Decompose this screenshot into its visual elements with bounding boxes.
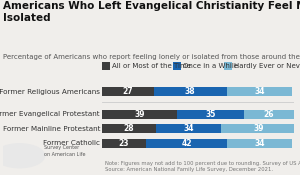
Bar [227, 87, 292, 96]
Text: All or Most of the Time: All or Most of the Time [112, 63, 190, 69]
Circle shape [0, 144, 45, 168]
Bar [102, 139, 146, 148]
Bar [102, 87, 154, 96]
Text: 26: 26 [264, 110, 274, 119]
Text: 34: 34 [183, 124, 194, 133]
Text: Former Mainline Protestant: Former Mainline Protestant [3, 126, 100, 132]
Bar [146, 139, 227, 148]
Text: 34: 34 [254, 87, 265, 96]
Text: 34: 34 [254, 139, 265, 148]
Text: 42: 42 [181, 139, 192, 148]
Text: 28: 28 [124, 124, 134, 133]
Bar [156, 124, 221, 133]
Text: 39: 39 [253, 124, 264, 133]
Bar [177, 110, 244, 119]
Text: Percentage of Americans who report feeling lonely or isolated from those around : Percentage of Americans who report feeli… [3, 54, 300, 60]
Text: All Former Religious Americans: All Former Religious Americans [0, 89, 100, 95]
Bar [227, 139, 292, 148]
Text: Once in a While: Once in a While [183, 63, 238, 69]
Text: Americans Who Left Evangelical Christianity Feel More
Isolated: Americans Who Left Evangelical Christian… [3, 1, 300, 23]
Text: Note: Figures may not add to 100 percent due to rounding. Survey of US Adults (N: Note: Figures may not add to 100 percent… [105, 161, 300, 172]
Text: Hardly Ever or Never: Hardly Ever or Never [234, 63, 300, 69]
Text: Former Catholic: Former Catholic [43, 140, 100, 146]
Text: Former Evangelical Protestant: Former Evangelical Protestant [0, 111, 100, 117]
Bar [221, 124, 296, 133]
Text: Survey Center
on American Life: Survey Center on American Life [44, 145, 86, 157]
Text: 23: 23 [119, 139, 129, 148]
Text: 27: 27 [123, 87, 133, 96]
Bar [244, 110, 294, 119]
Text: 38: 38 [185, 87, 196, 96]
Text: 39: 39 [134, 110, 145, 119]
Text: 35: 35 [205, 110, 216, 119]
Bar [154, 87, 227, 96]
Bar [102, 124, 156, 133]
Bar [102, 110, 177, 119]
